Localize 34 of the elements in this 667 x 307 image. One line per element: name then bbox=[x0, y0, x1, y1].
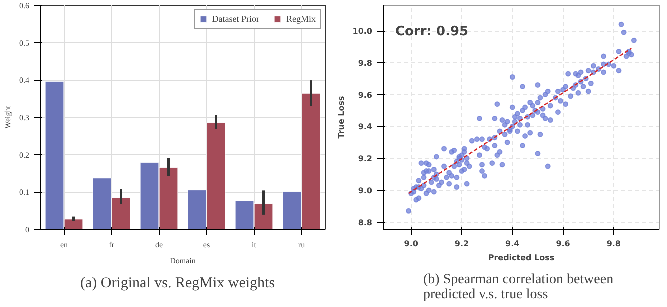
y-tick-label: 0.2 bbox=[20, 150, 30, 160]
x-tick-label: 9.8 bbox=[606, 240, 622, 248]
x-tick-label: 9.4 bbox=[506, 240, 520, 248]
y-tick-label: 9.0 bbox=[358, 186, 373, 196]
y-tick-label: 0.1 bbox=[20, 188, 30, 198]
y-tick-label: 0.4 bbox=[20, 76, 30, 86]
legend-label: RegMix bbox=[286, 14, 316, 24]
y-tick-label: 9.4 bbox=[358, 122, 373, 132]
legend-label: Dataset Prior bbox=[212, 14, 260, 24]
text: (b) Spearman correlation between predicted v.s. true loss bbox=[424, 272, 614, 302]
y-tick-label: 0.6 bbox=[20, 2, 30, 10]
x-tick-label: 9.0 bbox=[404, 240, 419, 248]
y-tick-label: 9.6 bbox=[358, 90, 373, 100]
y-axis-title: True Loss bbox=[336, 96, 346, 139]
x-tick-label: es bbox=[203, 240, 210, 250]
y-tick-label: 9.2 bbox=[358, 154, 372, 164]
text: (a) Original vs. RegMix weights bbox=[80, 276, 276, 292]
y-tick-label: 8.8 bbox=[358, 218, 373, 228]
x-tick-label: 9.6 bbox=[556, 240, 571, 248]
x-tick-label: ru bbox=[298, 240, 306, 250]
y-tick-label: 10.0 bbox=[352, 27, 373, 36]
x-tick-label: 9.2 bbox=[454, 240, 470, 248]
y-tick-label: 0.3 bbox=[20, 114, 30, 122]
x-tick-label: en bbox=[60, 240, 68, 250]
x-tick-label: it bbox=[252, 240, 258, 250]
annotation: Corr: 0.95 bbox=[396, 24, 469, 40]
y-tick-label: 0.5 bbox=[20, 38, 30, 48]
x-axis-title: Predicted Loss bbox=[488, 254, 555, 262]
x-axis-title: Domain bbox=[170, 256, 196, 266]
x-tick-label: fr bbox=[109, 240, 115, 250]
y-axis-title: Weight bbox=[4, 105, 12, 129]
x-tick-label: de bbox=[155, 240, 164, 250]
y-tick-label: 9.8 bbox=[358, 58, 373, 68]
y-tick-label: 0 bbox=[26, 226, 30, 234]
